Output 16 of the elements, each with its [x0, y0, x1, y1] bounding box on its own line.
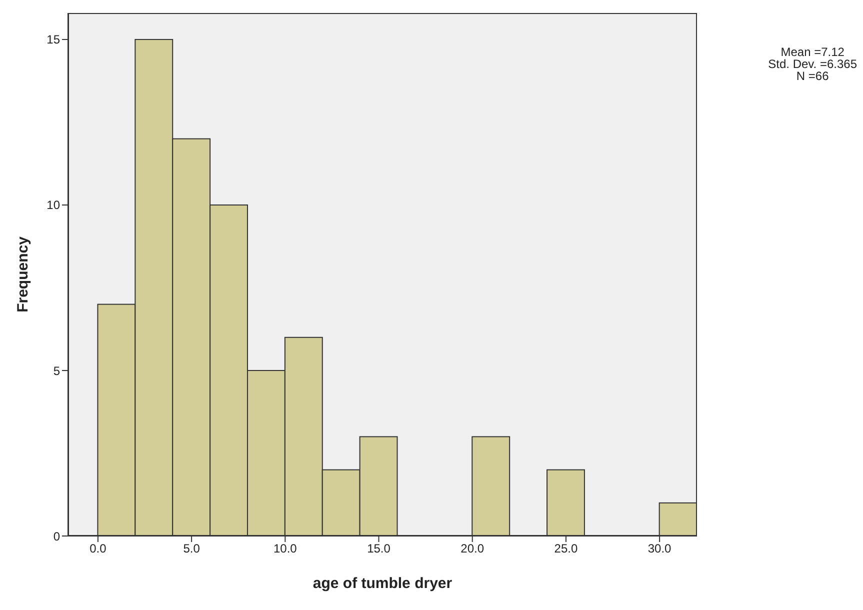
y-tick-label: 10 [46, 198, 60, 212]
y-axis-title: Frequency [14, 236, 32, 312]
y-tick-label: 5 [53, 364, 60, 378]
x-tick-label: 10.0 [273, 542, 298, 556]
x-tick-label: 15.0 [367, 542, 391, 556]
y-tick-label: 0 [53, 529, 60, 544]
x-tick-label: 25.0 [554, 542, 578, 556]
x-tick-label: 0.0 [90, 542, 107, 556]
text: Std. Dev. =6.365 [768, 57, 857, 71]
text: Mean =7.12 [780, 45, 846, 59]
y-tick-label: 15 [46, 32, 60, 47]
x-tick-label: 20.0 [460, 542, 484, 556]
x-tick-label: 5.0 [183, 542, 200, 556]
x-tick-label: 30.0 [648, 542, 672, 556]
text: N =66 [795, 69, 830, 83]
x-axis-title: age of tumble dryer [312, 575, 452, 592]
